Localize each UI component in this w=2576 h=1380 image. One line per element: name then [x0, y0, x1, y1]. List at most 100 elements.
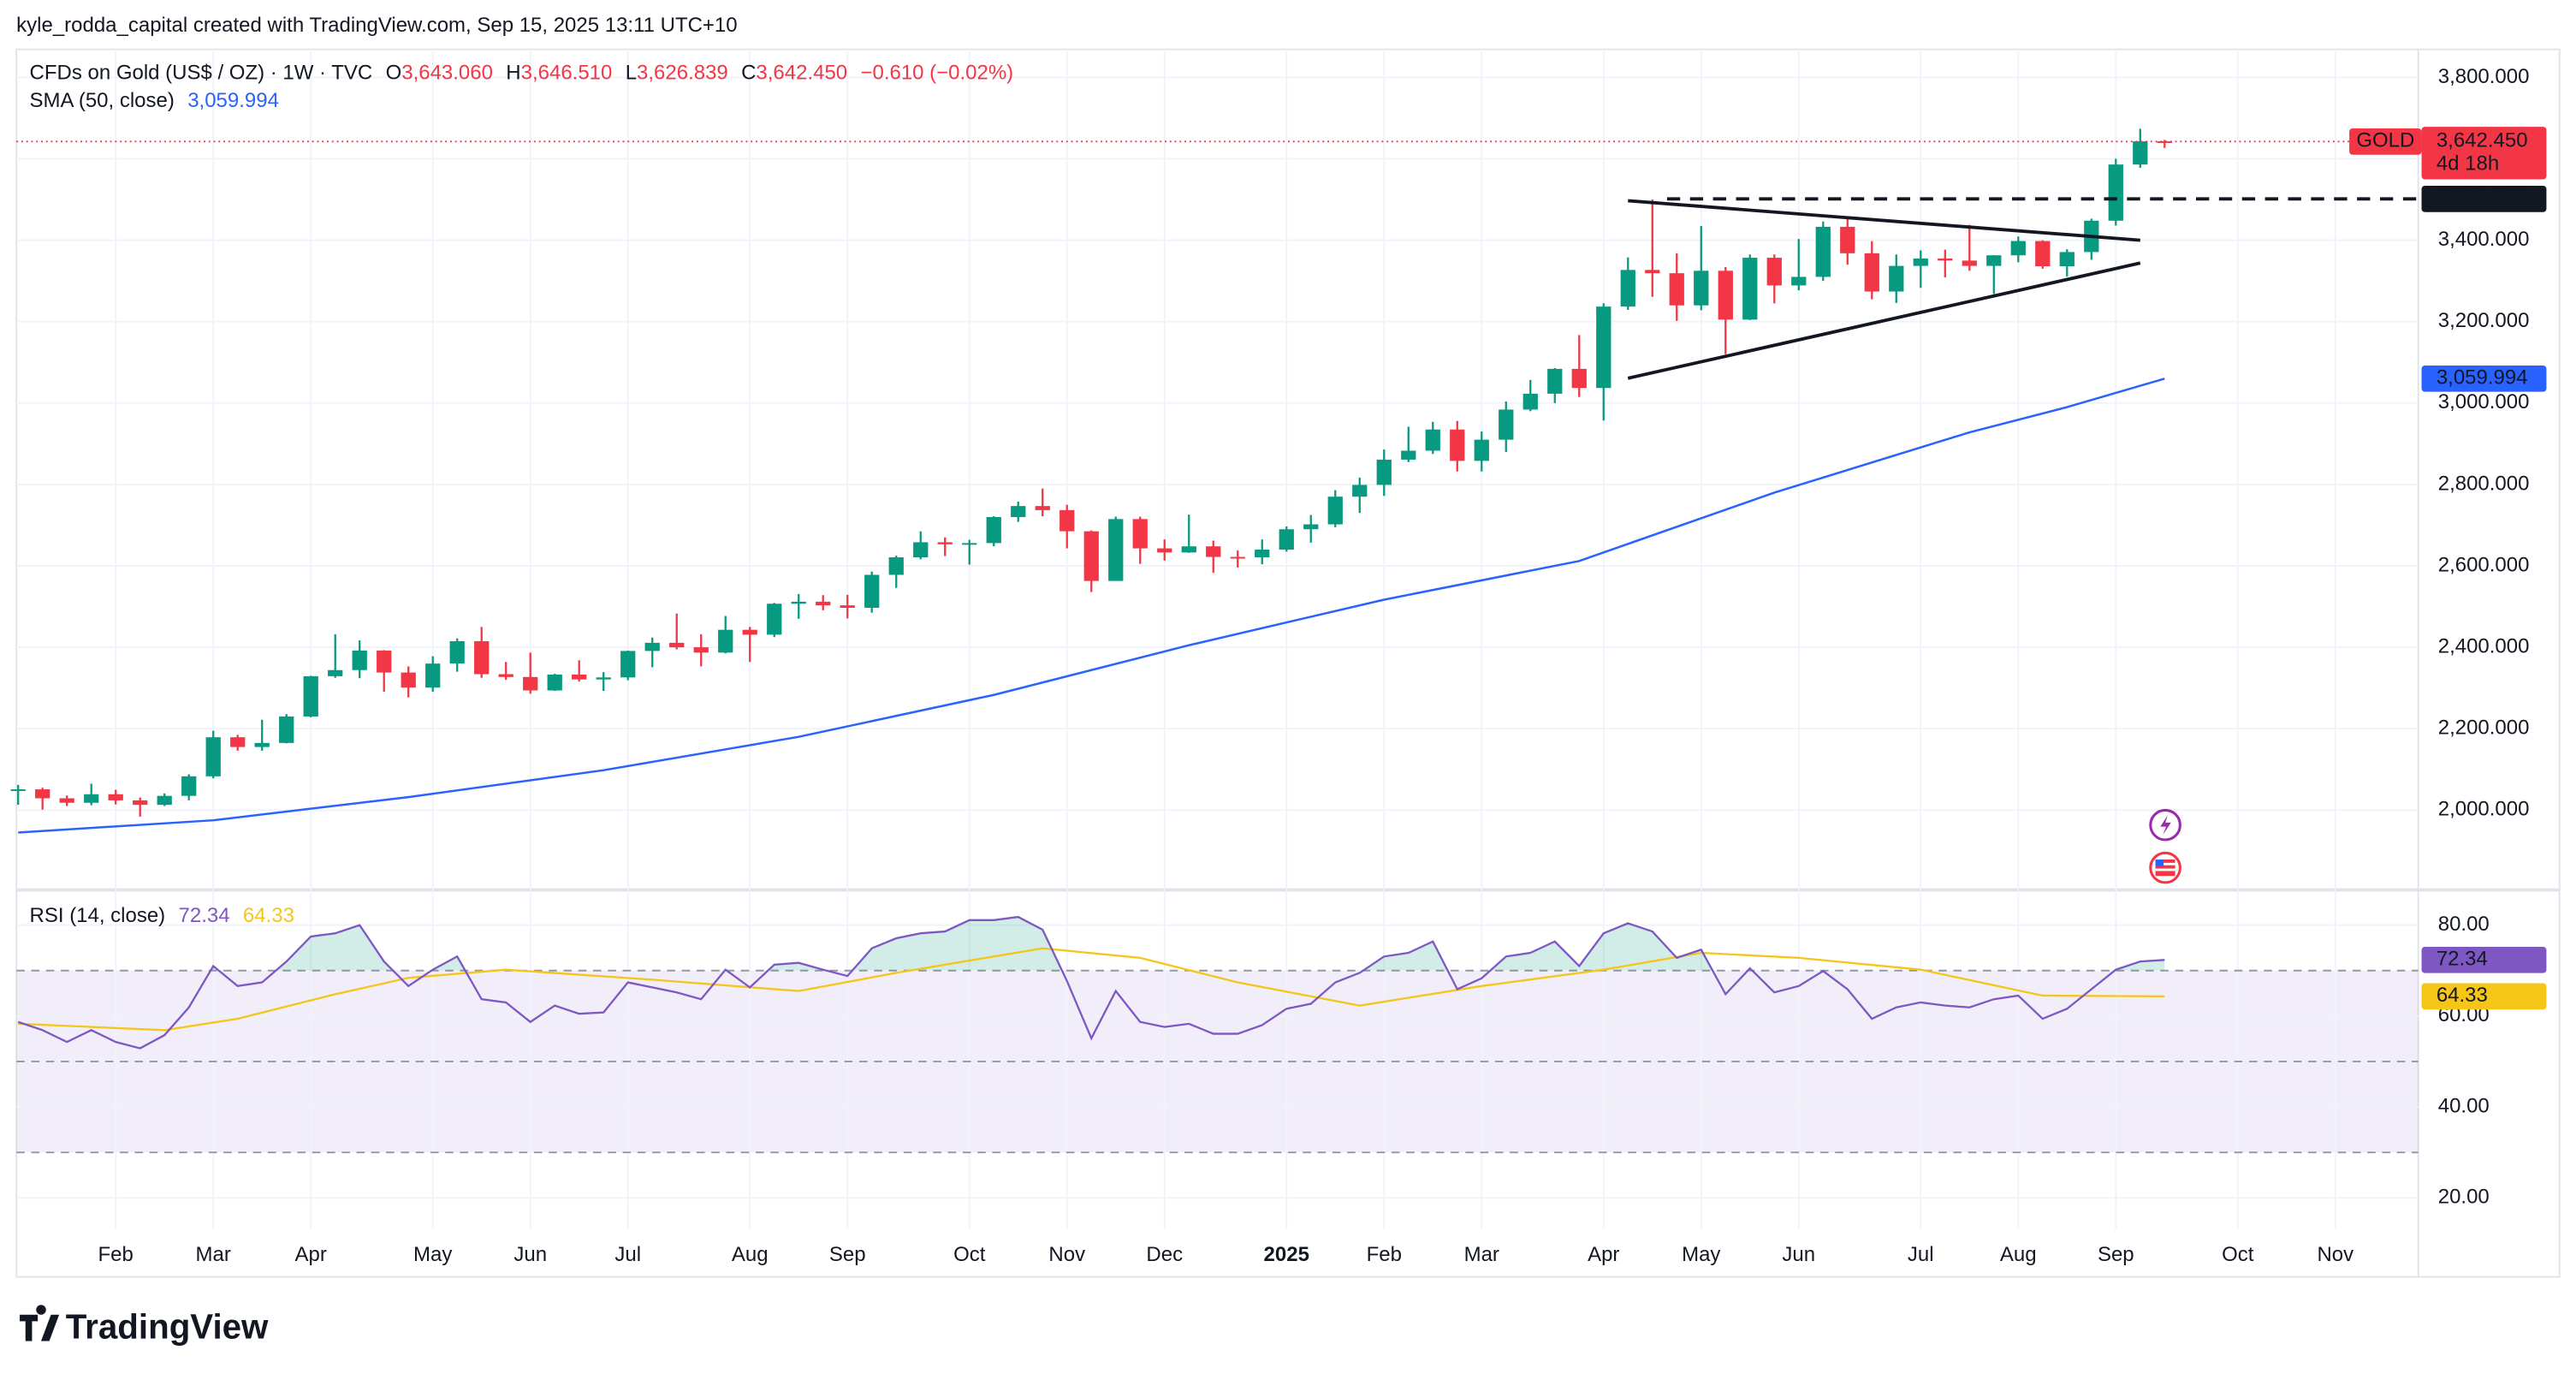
hline-label-text: 3,501.563 — [2437, 187, 2528, 210]
y-tick-label: 3,400.000 — [2438, 228, 2530, 251]
x-tick-label: Jun — [1782, 1243, 1815, 1266]
candle-body — [1303, 524, 1319, 530]
candle-body — [840, 605, 855, 608]
event-icons[interactable] — [2149, 808, 2181, 884]
hline-label-bg — [2421, 185, 2547, 212]
rsi-ma-value: 64.33 — [243, 905, 294, 928]
candle-body — [1645, 270, 1660, 274]
candle-body — [328, 669, 343, 676]
l-key: L — [626, 62, 637, 85]
attribution: kyle_rodda_capital created with TradingV… — [16, 14, 737, 37]
candle-body — [133, 800, 148, 806]
rsi-ma-label-text: 64.33 — [2437, 984, 2488, 1007]
x-tick-label: Nov — [1048, 1243, 1085, 1266]
candle-body — [59, 798, 74, 803]
logo[interactable]: TradingView — [20, 1305, 269, 1347]
candle-body — [1864, 253, 1879, 292]
change: −0.610 (−0.02%) — [860, 62, 1013, 85]
sma-name: SMA (50, close) — [30, 89, 175, 112]
sma-label-text: 3,059.994 — [2437, 366, 2528, 390]
candle-body — [1718, 271, 1733, 320]
candle-body — [1669, 273, 1684, 306]
candle-body — [816, 601, 831, 606]
candle-body — [84, 794, 99, 803]
candle-body — [1742, 258, 1758, 320]
c-key: C — [741, 62, 756, 85]
candle-body — [35, 789, 50, 799]
candle-body — [1279, 529, 1294, 550]
l-value: 3,626.839 — [637, 62, 728, 85]
candle-body — [523, 676, 538, 691]
candle-body — [474, 640, 490, 675]
candle-body — [425, 663, 441, 688]
candle-body — [1889, 265, 1904, 292]
rsi-label-text: 72.34 — [2437, 948, 2488, 971]
candle-body — [1474, 439, 1489, 461]
candle-body — [1840, 226, 1855, 253]
candle-body — [888, 557, 904, 575]
legend: CFDs on Gold (US$ / OZ) · 1W · TVC O3,643… — [30, 62, 1014, 85]
candle-body — [498, 674, 513, 677]
candle-body — [205, 737, 221, 776]
trendline — [1627, 261, 2141, 380]
candle-body — [1352, 485, 1368, 497]
candle-body — [1596, 306, 1611, 389]
candle-body — [1059, 509, 1075, 532]
x-tick-label: Apr — [1588, 1243, 1619, 1266]
candle-body — [742, 629, 757, 635]
x-tick-label: Mar — [1464, 1243, 1499, 1266]
symbol-tag-bg — [2349, 128, 2422, 155]
candle-body — [693, 647, 709, 653]
rsi-value: 72.34 — [179, 905, 230, 928]
candle-body — [2010, 241, 2026, 256]
h-value: 3,646.510 — [521, 62, 613, 85]
x-tick-label: Oct — [2222, 1243, 2254, 1266]
y-tick-label: 3,200.000 — [2438, 309, 2530, 332]
logo-text: TradingView — [66, 1308, 269, 1347]
x-tick-label: Feb — [1367, 1243, 1402, 1266]
candle-body — [1255, 549, 1270, 558]
candle-body — [1011, 506, 1026, 517]
x-tick-label: Aug — [732, 1243, 769, 1266]
candle-body — [2035, 241, 2051, 267]
candle-body — [10, 789, 26, 791]
candle-body — [1157, 548, 1172, 553]
rsi-tick-label: 80.00 — [2438, 913, 2490, 936]
candle-body — [669, 642, 685, 648]
rsi-ma-line — [18, 947, 2165, 1032]
y-tick-label: 2,800.000 — [2438, 472, 2530, 495]
x-tick-label: 2025 — [1264, 1243, 1309, 1266]
y-tick-label: 2,200.000 — [2438, 717, 2530, 740]
candle-body — [1766, 258, 1782, 286]
candle-body — [1132, 519, 1148, 549]
sma-label-bg — [2421, 365, 2547, 392]
rsi-label: 72.34 — [2421, 946, 2547, 973]
candle-body — [572, 674, 587, 680]
candle-body — [2133, 141, 2148, 165]
x-tick-label: Mar — [196, 1243, 231, 1266]
candle-body — [1547, 368, 1563, 394]
o-key: O — [386, 62, 402, 85]
x-tick-label: Nov — [2317, 1243, 2353, 1266]
candle-body — [157, 795, 172, 806]
last-price-label-text: 4d 18h — [2437, 152, 2499, 175]
rsi-tick-label: 40.00 — [2438, 1094, 2490, 1117]
candle-body — [303, 675, 318, 717]
candle-body — [1035, 506, 1050, 510]
x-tick-label: Jun — [513, 1243, 547, 1266]
sma-label: 3,059.994 — [2421, 365, 2547, 392]
candle-body — [181, 776, 197, 796]
candle-body — [718, 629, 733, 653]
logo-mark — [20, 1305, 60, 1341]
x-tick-label: Dec — [1146, 1243, 1183, 1266]
candle-body — [1327, 497, 1343, 525]
candle-body — [1571, 368, 1587, 389]
candle-body — [1206, 546, 1221, 557]
h-key: H — [506, 62, 520, 85]
candle-body — [1376, 459, 1392, 485]
hline-label: 3,501.563 — [2421, 185, 2547, 212]
candle-body — [1620, 270, 1635, 307]
candle-body — [449, 640, 465, 664]
candle-body — [1694, 271, 1709, 306]
candle-body — [937, 542, 953, 544]
